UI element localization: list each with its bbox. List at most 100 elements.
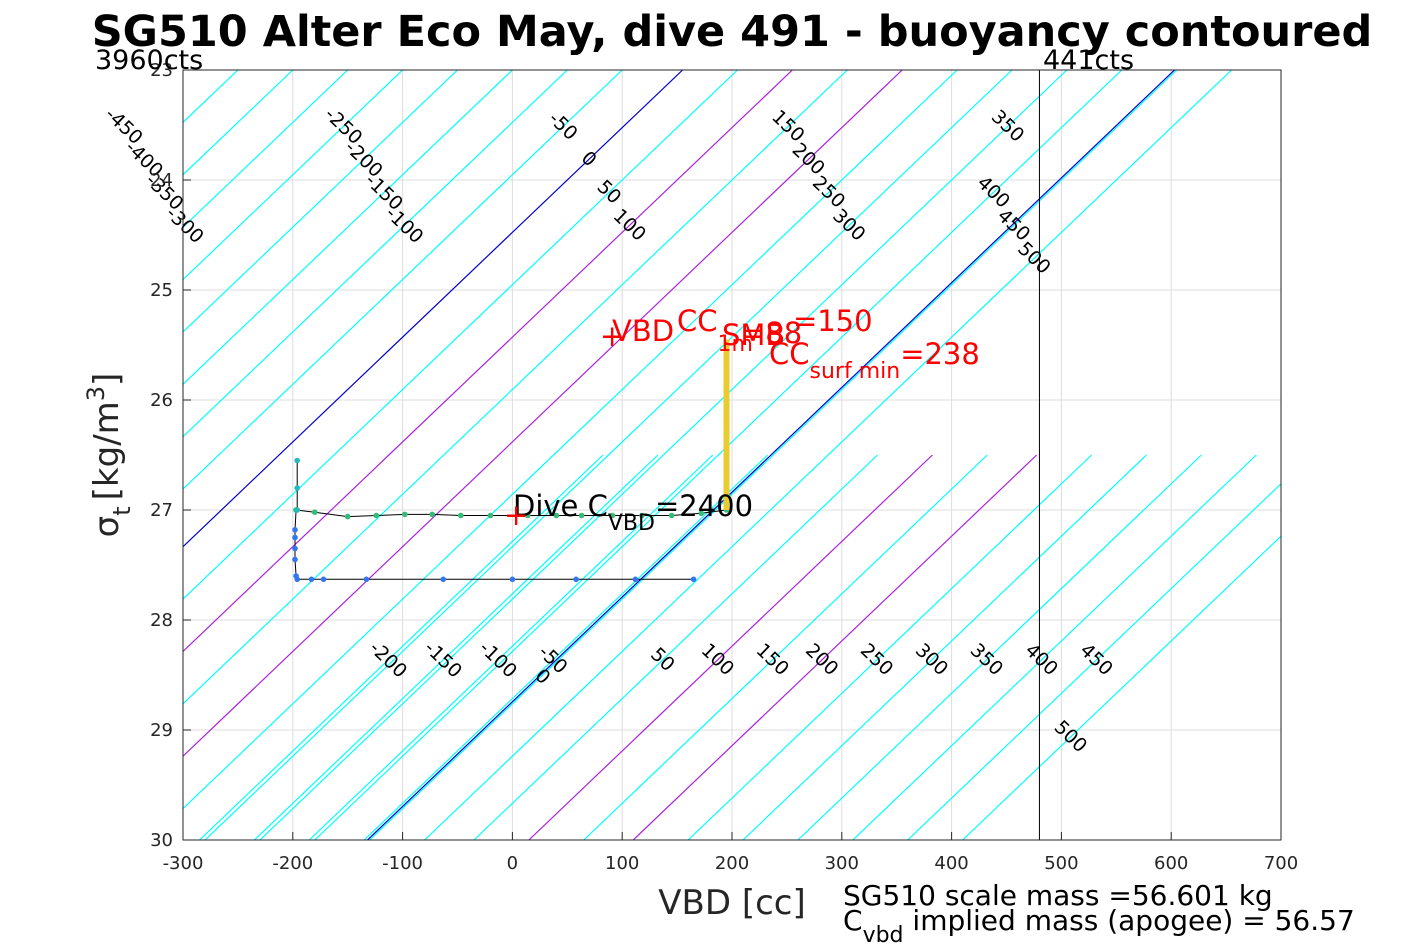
x-tick-label: 600 xyxy=(1154,853,1188,874)
contour-lines xyxy=(183,70,1281,840)
x-tick-label: 700 xyxy=(1264,853,1298,874)
profile-point xyxy=(457,512,464,519)
contour-line xyxy=(314,70,1123,840)
smb-value: =88 xyxy=(741,316,802,350)
profile-point xyxy=(440,576,447,583)
contour-line xyxy=(308,454,714,840)
cc-1m-tail: =150 xyxy=(793,304,873,338)
contour-line xyxy=(183,70,793,653)
y-tick-label: 24 xyxy=(150,170,173,191)
contour-line xyxy=(183,70,349,228)
contour-line xyxy=(907,482,1281,840)
contour-line xyxy=(183,70,738,600)
contour-line xyxy=(797,454,1202,840)
x-tick-label: 500 xyxy=(1044,853,1078,874)
cc-1m-main: CC xyxy=(677,304,718,338)
contour-line xyxy=(363,454,769,840)
contour-line xyxy=(183,70,958,810)
contour-line xyxy=(632,454,1038,840)
y-axis-label-sub: t xyxy=(108,506,136,515)
profile-point xyxy=(578,512,585,519)
y-tick-label: 25 xyxy=(150,280,173,301)
contour-line xyxy=(583,454,988,840)
profile-point xyxy=(294,457,300,464)
footer-scale-mass: SG510 scale mass =56.601 kg xyxy=(843,879,1273,912)
contour-line xyxy=(528,454,933,840)
profile-point xyxy=(373,512,380,519)
contour-line xyxy=(253,454,659,840)
profile-point xyxy=(344,513,351,520)
y-axis-label-sigma: σ xyxy=(87,516,127,538)
contour-line xyxy=(204,70,1013,840)
profile-point xyxy=(363,576,370,583)
x-tick-label: -100 xyxy=(382,853,423,874)
y-axis-label-close: ] xyxy=(87,373,127,386)
profile-point xyxy=(320,576,327,583)
cc-1m-label: CC1m =150 xyxy=(677,304,873,357)
footer-implied-mass: Cvbd implied mass (apogee) = 56.57 xyxy=(843,904,1355,945)
contour-line xyxy=(259,70,1068,840)
footer-implied-tail: implied mass (apogee) = 56.57 xyxy=(904,904,1355,937)
x-tick-label: -200 xyxy=(272,853,313,874)
contour-line xyxy=(183,70,903,758)
x-axis-label: VBD [cc] xyxy=(658,883,806,923)
contour-line xyxy=(183,70,623,490)
contour-line xyxy=(199,454,604,840)
x-tick-label: 400 xyxy=(934,853,968,874)
dive-profile xyxy=(292,339,730,583)
y-axis-label: σt [kg/m3] xyxy=(82,373,136,538)
profile-point xyxy=(698,510,705,517)
contour-line xyxy=(687,454,1093,840)
cc-surf-min-label: CCsurf min=238 xyxy=(769,337,980,384)
vbd-marker-plus: + xyxy=(600,319,624,353)
contour-line xyxy=(473,454,878,840)
profile-point xyxy=(524,512,531,519)
contour-line xyxy=(183,70,568,438)
y-axis-label-units: [kg/m xyxy=(87,401,127,500)
profile-point xyxy=(553,512,560,519)
profile-point xyxy=(429,511,436,518)
profile-point xyxy=(292,545,298,552)
contour-line xyxy=(183,70,513,386)
cc-surf-main: CC xyxy=(769,337,810,371)
contour-line xyxy=(183,70,684,548)
dive-cvbd-label: Dive CVBD=2400 xyxy=(513,489,753,536)
limit-label-right: 441cts xyxy=(1043,45,1134,76)
profile-point xyxy=(639,512,645,519)
x-tick-label: -300 xyxy=(163,853,204,874)
y-axis-ticks: 23 24 25 26 27 28 29 30 xyxy=(150,60,191,851)
contour-line xyxy=(424,70,1233,840)
y-tick-label: 28 xyxy=(150,610,173,631)
profile-point xyxy=(690,576,697,583)
profile-point xyxy=(292,527,298,533)
smb-label: SMB xyxy=(722,318,785,352)
contour-line xyxy=(742,454,1147,840)
contour-line xyxy=(369,70,1178,840)
profile-line xyxy=(296,509,727,518)
footer-implied-sub: vbd xyxy=(863,923,904,945)
x-tick-label: 100 xyxy=(605,853,639,874)
profile-point xyxy=(401,511,408,518)
y-axis-label-sup: 3 xyxy=(82,386,110,401)
dive-cvbd-tail: =2400 xyxy=(655,489,753,523)
profile-point xyxy=(487,512,494,519)
profile-point xyxy=(311,509,318,515)
cc-surf-tail: =238 xyxy=(900,337,980,371)
dive-cvbd-main: Dive C xyxy=(513,489,608,523)
vbd-marker-label: VBD xyxy=(612,314,674,348)
y-tick-label: 29 xyxy=(150,720,173,741)
y-tick-label: 26 xyxy=(150,390,173,411)
cc-1m-sub: 1m xyxy=(718,332,753,357)
profile-point xyxy=(573,576,579,583)
profile-point xyxy=(632,576,639,583)
profile-point xyxy=(609,512,616,519)
cc-surf-sub: surf min xyxy=(810,359,901,384)
profile-point xyxy=(294,485,300,491)
profile-point xyxy=(668,512,675,519)
profile-point xyxy=(509,576,516,583)
profile-point xyxy=(294,507,300,513)
profile-point xyxy=(308,576,315,583)
y-tick-label: 27 xyxy=(150,500,173,521)
limit-label-left: 3960cts xyxy=(95,45,203,76)
x-tick-label: 200 xyxy=(715,853,749,874)
